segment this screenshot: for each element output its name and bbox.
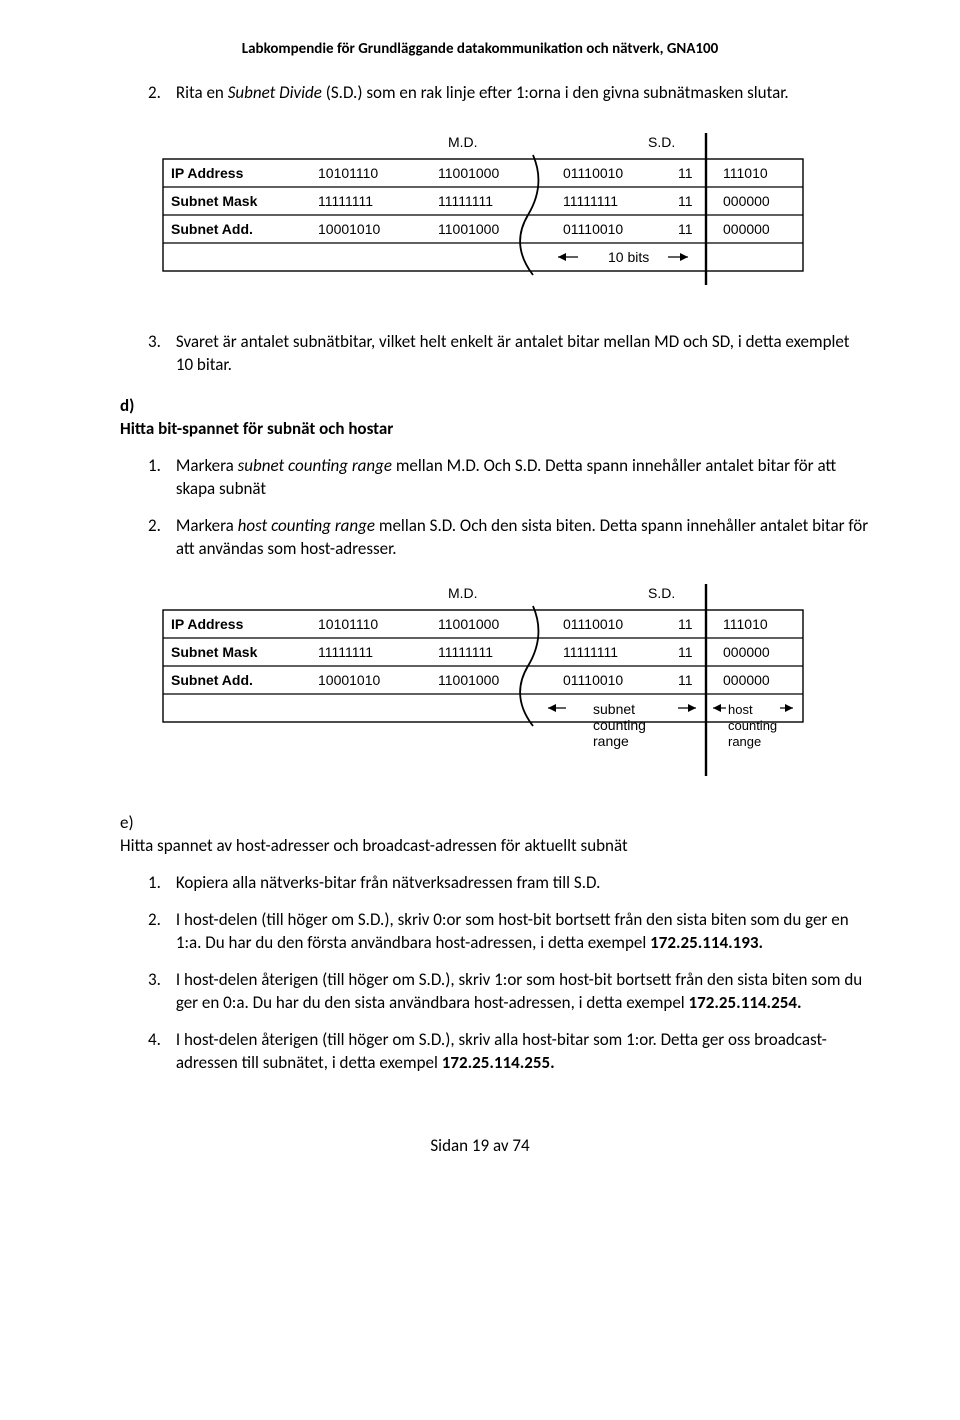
- svg-text:000000: 000000: [723, 221, 770, 237]
- item-d2-text: Markera host counting range mellan S.D. …: [176, 515, 870, 561]
- svg-text:10001010: 10001010: [318, 221, 381, 237]
- num-d: d): [120, 395, 148, 418]
- svg-text:01110010: 01110010: [563, 221, 623, 237]
- svg-text:IP Address: IP Address: [171, 616, 244, 632]
- svg-text:11: 11: [678, 193, 693, 209]
- num-e1: 1.: [148, 872, 172, 895]
- svg-text:counting: counting: [593, 717, 646, 733]
- svg-text:11111111: 11111111: [438, 193, 493, 209]
- svg-text:01110010: 01110010: [563, 672, 623, 688]
- svg-text:IP Address: IP Address: [171, 165, 244, 181]
- svg-text:11001000: 11001000: [438, 165, 499, 181]
- svg-text:range: range: [728, 734, 761, 749]
- svg-text:11001000: 11001000: [438, 616, 499, 632]
- item-e4: 4. I host-delen återigen (till höger om …: [148, 1029, 870, 1075]
- svg-text:Subnet Mask: Subnet Mask: [171, 193, 258, 209]
- num-e3: 3.: [148, 969, 172, 992]
- item-e: e) Hitta spannet av host-adresser och br…: [120, 812, 870, 858]
- item-d: d) Hitta bit-spannet för subnät och host…: [120, 395, 870, 441]
- item-3: 3. Svaret är antalet subnätbitar, vilket…: [148, 331, 870, 377]
- num-d1: 1.: [148, 455, 172, 478]
- svg-text:M.D.: M.D.: [448, 585, 478, 601]
- svg-text:11: 11: [678, 165, 693, 181]
- svg-text:111010: 111010: [723, 616, 768, 632]
- svg-text:Subnet Add.: Subnet Add.: [171, 221, 253, 237]
- item-e3-text: I host-delen återigen (till höger om S.D…: [176, 969, 870, 1015]
- svg-text:11: 11: [678, 616, 693, 632]
- svg-text:000000: 000000: [723, 644, 770, 660]
- diagram-1: M.D. S.D. IP Address Subnet Mask Subnet Add.…: [148, 123, 870, 303]
- svg-text:Subnet Add.: Subnet Add.: [171, 672, 253, 688]
- svg-text:range: range: [593, 733, 629, 749]
- svg-text:01110010: 01110010: [563, 616, 623, 632]
- item-d1-text: Markera subnet counting range mellan M.D…: [176, 455, 870, 501]
- item-e3: 3. I host-delen återigen (till höger om …: [148, 969, 870, 1015]
- svg-text:Subnet Mask: Subnet Mask: [171, 644, 258, 660]
- svg-text:11: 11: [678, 221, 693, 237]
- svg-text:10 bits: 10 bits: [608, 249, 649, 265]
- num-d2: 2.: [148, 515, 172, 538]
- svg-text:11111111: 11111111: [563, 193, 618, 209]
- num-2: 2.: [148, 82, 172, 105]
- item-3-text: Svaret är antalet subnätbitar, vilket he…: [176, 331, 870, 377]
- svg-text:11: 11: [678, 644, 693, 660]
- svg-text:11111111: 11111111: [563, 644, 618, 660]
- svg-text:11111111: 11111111: [318, 193, 373, 209]
- svg-text:11111111: 11111111: [318, 644, 373, 660]
- svg-text:S.D.: S.D.: [648, 134, 675, 150]
- page-footer: Sidan 19 av 74: [90, 1135, 870, 1156]
- svg-text:subnet: subnet: [593, 701, 635, 717]
- svg-text:000000: 000000: [723, 193, 770, 209]
- svg-text:10001010: 10001010: [318, 672, 381, 688]
- svg-text:11001000: 11001000: [438, 672, 499, 688]
- svg-text:11: 11: [678, 672, 693, 688]
- item-e2-text: I host-delen (till höger om S.D.), skriv…: [176, 909, 870, 955]
- svg-text:10101110: 10101110: [318, 616, 378, 632]
- item-e2: 2. I host-delen (till höger om S.D.), sk…: [148, 909, 870, 955]
- item-e1-text: Kopiera alla nätverks-bitar från nätverk…: [176, 872, 870, 895]
- diagram-2: M.D. S.D. IP Address Subnet Mask Subnet Add.…: [148, 574, 870, 784]
- item-e-title: Hitta spannet av host-adresser och broad…: [120, 835, 840, 858]
- svg-text:11111111: 11111111: [438, 644, 493, 660]
- svg-text:01110010: 01110010: [563, 165, 623, 181]
- svg-text:000000: 000000: [723, 672, 770, 688]
- svg-text:10101110: 10101110: [318, 165, 378, 181]
- svg-text:S.D.: S.D.: [648, 585, 675, 601]
- svg-text:counting: counting: [728, 718, 777, 733]
- svg-text:M.D.: M.D.: [448, 134, 478, 150]
- svg-text:host: host: [728, 702, 753, 717]
- item-e1: 1. Kopiera alla nätverks-bitar från nätv…: [148, 872, 870, 895]
- num-3: 3.: [148, 331, 172, 354]
- num-e4: 4.: [148, 1029, 172, 1052]
- item-2-text: Rita en Subnet Divide (S.D.) som en rak …: [176, 82, 870, 105]
- item-d-title: Hitta bit-spannet för subnät och hostar: [120, 418, 840, 441]
- page-header: Labkompendie för Grundläggande datakommu…: [90, 40, 870, 58]
- svg-text:111010: 111010: [723, 165, 768, 181]
- svg-text:11001000: 11001000: [438, 221, 499, 237]
- num-e2: 2.: [148, 909, 172, 932]
- num-e: e): [120, 812, 148, 835]
- item-e4-text: I host-delen återigen (till höger om S.D…: [176, 1029, 870, 1075]
- item-d2: 2. Markera host counting range mellan S.…: [148, 515, 870, 561]
- item-d1: 1. Markera subnet counting range mellan …: [148, 455, 870, 501]
- item-2: 2. Rita en Subnet Divide (S.D.) som en r…: [148, 82, 870, 105]
